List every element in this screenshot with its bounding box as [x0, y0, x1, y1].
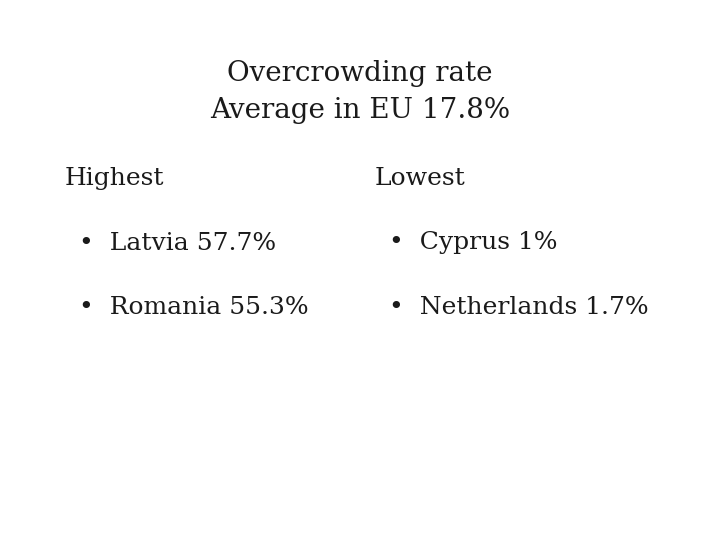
Text: •  Cyprus 1%: • Cyprus 1% [389, 232, 557, 254]
Text: •  Latvia 57.7%: • Latvia 57.7% [79, 232, 276, 254]
Text: Highest: Highest [65, 167, 164, 190]
Text: Lowest: Lowest [374, 167, 465, 190]
Text: •  Romania 55.3%: • Romania 55.3% [79, 296, 309, 319]
Text: •  Netherlands 1.7%: • Netherlands 1.7% [389, 296, 649, 319]
Text: Overcrowding rate
Average in EU 17.8%: Overcrowding rate Average in EU 17.8% [210, 59, 510, 124]
